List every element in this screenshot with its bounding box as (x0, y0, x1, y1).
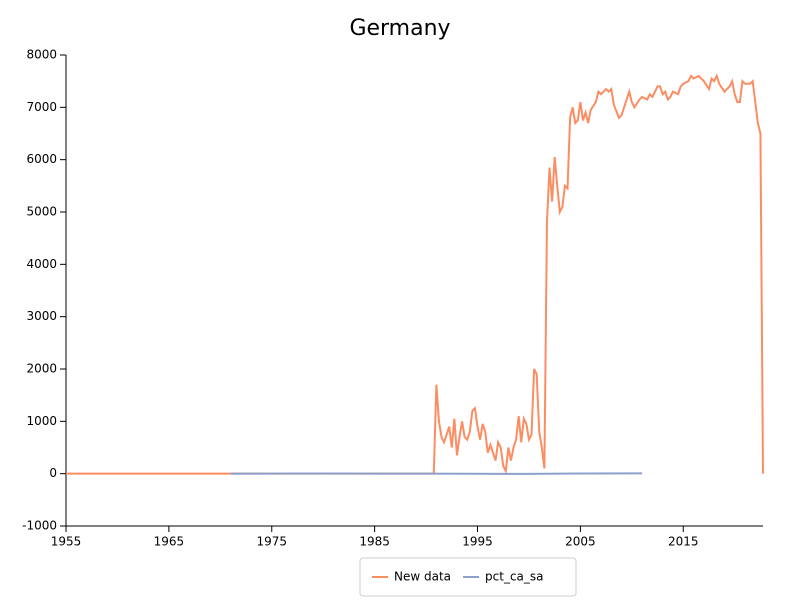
x-tick-label: 1975 (256, 535, 287, 549)
y-tick-label: 2000 (26, 362, 57, 376)
x-tick-label: 1955 (51, 535, 82, 549)
y-tick-label: 7000 (26, 100, 57, 114)
y-tick-label: 5000 (26, 205, 57, 219)
legend-label: New data (394, 570, 451, 584)
x-tick-label: 2015 (668, 535, 699, 549)
y-tick-label: -1000 (22, 519, 57, 533)
chart-title: Germany (349, 16, 450, 41)
y-tick-label: 4000 (26, 257, 57, 271)
y-tick-label: 8000 (26, 48, 57, 62)
y-tick-label: 6000 (26, 152, 57, 166)
series-line (230, 472, 643, 475)
x-tick-label: 1965 (154, 535, 185, 549)
y-tick-label: 1000 (26, 414, 57, 428)
y-tick-label: 3000 (26, 309, 57, 323)
x-tick-label: 1995 (462, 535, 493, 549)
x-tick-label: 2005 (565, 535, 596, 549)
series-line (66, 73, 764, 475)
x-tick-label: 1985 (359, 535, 390, 549)
legend-label: pct_ca_sa (485, 570, 543, 584)
y-tick-label: 0 (49, 466, 57, 480)
